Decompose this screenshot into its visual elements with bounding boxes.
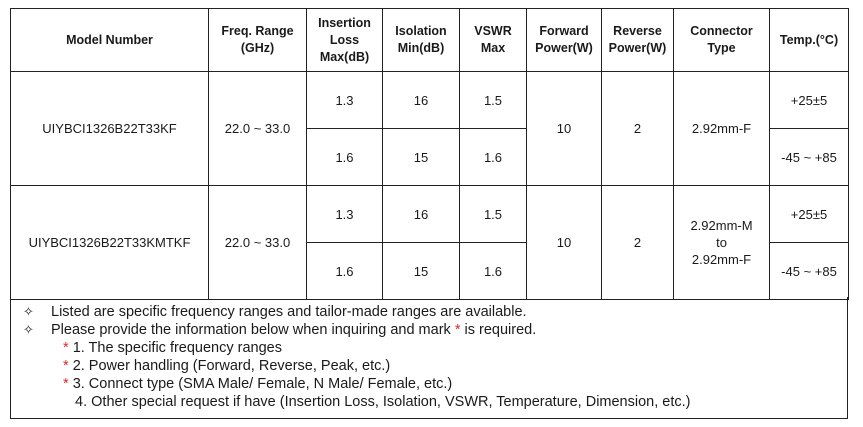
header-forward-power: Forward Power(W) xyxy=(526,8,602,72)
forward-power-cell: 10 xyxy=(526,71,602,186)
temp-cell: +25±5 xyxy=(769,185,849,243)
requirement-item: * 3. Connect type (SMA Male/ Female, N M… xyxy=(63,376,453,392)
diamond-bullet-icon: ✧ xyxy=(23,304,34,319)
reverse-power-cell: 2 xyxy=(601,71,674,186)
iso-cell: 16 xyxy=(382,71,460,129)
header-insertion-loss: Insertion Loss Max(dB) xyxy=(306,8,383,72)
header-reverse-power: Reverse Power(W) xyxy=(601,8,674,72)
requirement-item: 4. Other special request if have (Insert… xyxy=(75,394,691,410)
note-line: ✧ Listed are specific frequency ranges an… xyxy=(23,304,527,320)
header-connector: Connector Type xyxy=(673,8,770,72)
diamond-bullet-icon: ✧ xyxy=(23,322,34,337)
connector-cell: 2.92mm-M to 2.92mm-F xyxy=(673,185,770,300)
header-vswr: VSWR Max xyxy=(459,8,527,72)
freq-cell: 22.0 ~ 33.0 xyxy=(208,185,307,300)
vswr-cell: 1.5 xyxy=(459,185,527,243)
iso-cell: 16 xyxy=(382,185,460,243)
header-row: Model Number Freq. Range (GHz) Insertion L… xyxy=(10,8,849,72)
requirement-item: * 2. Power handling (Forward, Reverse, P… xyxy=(63,358,391,374)
connector-cell: 2.92mm-F xyxy=(673,71,770,186)
iso-cell: 15 xyxy=(382,128,460,186)
vswr-cell: 1.5 xyxy=(459,71,527,129)
il-cell: 1.3 xyxy=(306,185,383,243)
table-row: UIYBCI1326B22T33KF 22.0 ~ 33.0 1.3 16 1.… xyxy=(10,71,849,186)
header-isolation: Isolation Min(dB) xyxy=(382,8,460,72)
spec-table: Model Number Freq. Range (GHz) Insertion L… xyxy=(10,8,849,300)
reverse-power-cell: 2 xyxy=(601,185,674,300)
header-model: Model Number xyxy=(10,8,209,72)
requirement-item: * 1. The specific frequency ranges xyxy=(63,340,282,356)
temp-cell: -45 ~ +85 xyxy=(769,242,849,300)
required-asterisk-icon: * xyxy=(454,322,461,338)
header-temp: Temp.(°C) xyxy=(769,8,849,72)
forward-power-cell: 10 xyxy=(526,185,602,300)
vswr-cell: 1.6 xyxy=(459,242,527,300)
table-row: UIYBCI1326B22T33KMTKF 22.0 ~ 33.0 1.3 16… xyxy=(10,185,849,300)
required-asterisk-icon: * xyxy=(63,358,69,374)
required-asterisk-icon: * xyxy=(63,340,69,356)
temp-cell: +25±5 xyxy=(769,71,849,129)
note-line: ✧ Please provide the information below wh… xyxy=(23,322,537,338)
il-cell: 1.6 xyxy=(306,242,383,300)
model-cell: UIYBCI1326B22T33KF xyxy=(10,71,209,186)
required-asterisk-icon: * xyxy=(63,376,69,392)
il-cell: 1.3 xyxy=(306,71,383,129)
model-cell: UIYBCI1326B22T33KMTKF xyxy=(10,185,209,300)
notes-section: ✧ Listed are specific frequency ranges an… xyxy=(10,297,848,419)
freq-cell: 22.0 ~ 33.0 xyxy=(208,71,307,186)
vswr-cell: 1.6 xyxy=(459,128,527,186)
table-row: 1.6 15 1.6 -45 ~ +85 xyxy=(11,242,849,300)
table-row: 1.6 15 1.6 -45 ~ +85 xyxy=(11,128,849,186)
iso-cell: 15 xyxy=(382,242,460,300)
temp-cell: -45 ~ +85 xyxy=(769,128,849,186)
il-cell: 1.6 xyxy=(306,128,383,186)
header-freq: Freq. Range (GHz) xyxy=(208,8,307,72)
